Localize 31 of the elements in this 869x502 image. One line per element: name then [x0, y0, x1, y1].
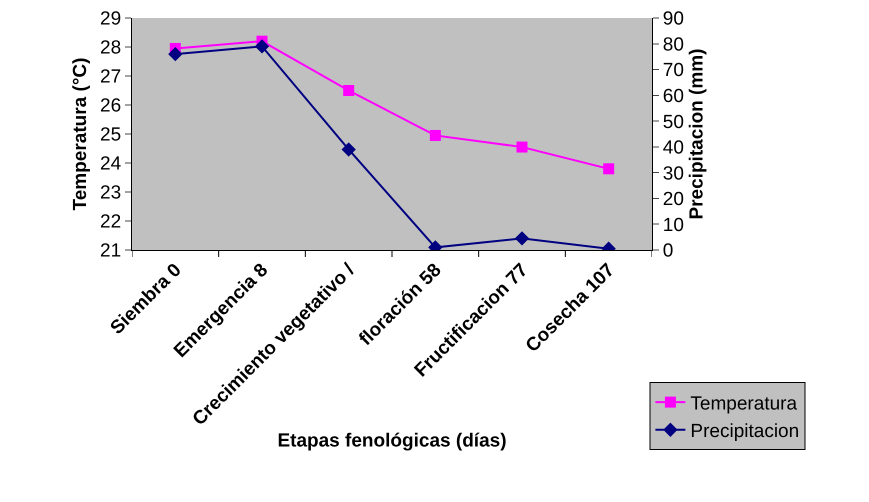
legend-label: Precipitacion: [690, 421, 800, 442]
y-tick-label: 22: [100, 212, 122, 233]
y-tick-label: 24: [100, 154, 122, 175]
y2-tick-label: 60: [662, 86, 684, 107]
x-axis-title: Etapas fenológicas (días): [277, 430, 507, 452]
y2-tick-label: 30: [662, 163, 684, 184]
y-tick-label: 23: [100, 182, 122, 204]
y-axis-title: Temperatura (°C): [70, 58, 91, 210]
point: [430, 130, 441, 141]
y-tick-label: 29: [100, 8, 122, 30]
y-tick-label: 26: [100, 96, 122, 117]
y2-tick-label: 40: [662, 138, 684, 159]
point: [603, 163, 614, 174]
y2-tick-label: 10: [662, 214, 684, 236]
y-tick-label: 21: [100, 240, 122, 262]
y2-tick-label: 70: [662, 60, 684, 82]
y2-tick-label: 90: [662, 8, 684, 30]
y-tick-label: 25: [100, 124, 122, 146]
y-tick-label: 27: [100, 66, 122, 88]
point: [254, 39, 270, 54]
y2-tick-label: 80: [662, 34, 684, 56]
point: [516, 142, 528, 153]
y2-tick-label: 0: [662, 240, 674, 262]
point: [168, 46, 182, 62]
y2-tick-label: 50: [662, 112, 684, 133]
y2-axis-title: Precipitacion (mm): [686, 48, 708, 220]
legend-label: Temperatura: [690, 394, 798, 414]
point: [342, 142, 356, 157]
y-tick-label: 28: [100, 38, 122, 59]
point: [343, 85, 354, 96]
y2-tick-label: 20: [662, 189, 684, 210]
